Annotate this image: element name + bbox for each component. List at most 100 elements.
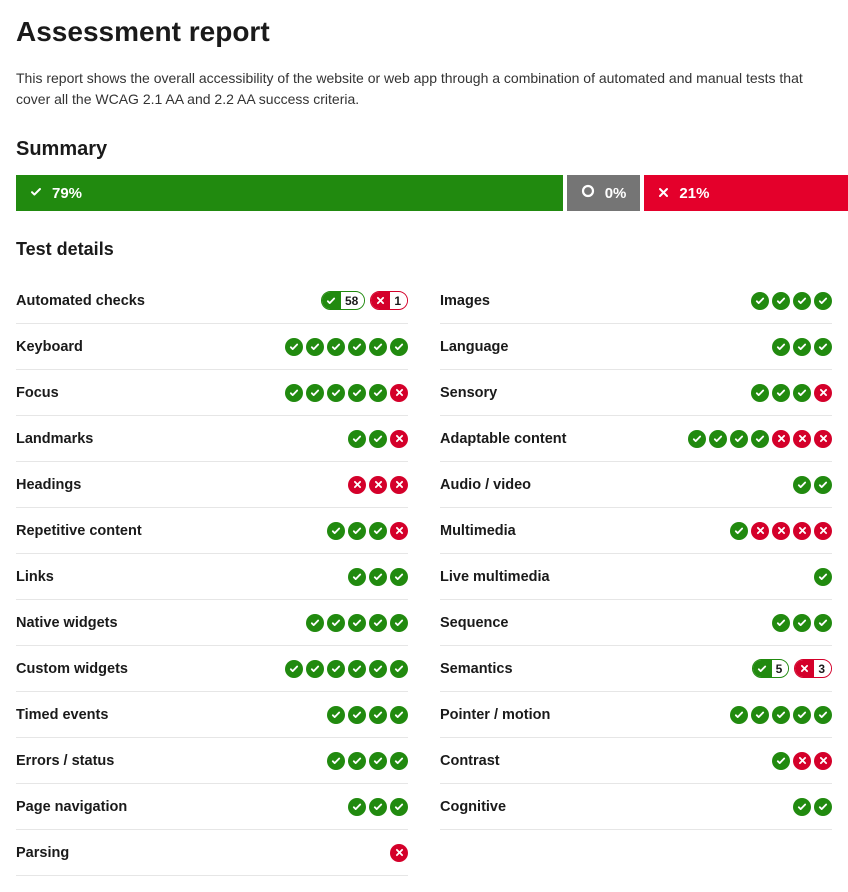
pass-icon	[390, 568, 408, 586]
test-row[interactable]: Landmarks	[16, 416, 408, 462]
pass-icon	[390, 706, 408, 724]
test-row[interactable]: Images	[440, 278, 832, 324]
pass-icon	[306, 338, 324, 356]
fail-icon	[390, 476, 408, 494]
test-row[interactable]: Errors / status	[16, 738, 408, 784]
pass-icon	[751, 706, 769, 724]
pass-icon	[753, 660, 772, 677]
pass-icon	[327, 384, 345, 402]
test-row-label: Language	[440, 339, 508, 355]
test-row[interactable]: Cognitive	[440, 784, 832, 830]
pass-icon	[348, 706, 366, 724]
pass-icon	[369, 384, 387, 402]
test-row-label: Repetitive content	[16, 523, 142, 539]
pass-icon	[814, 338, 832, 356]
check-icon	[30, 185, 42, 202]
pass-icon	[814, 614, 832, 632]
pass-icon	[369, 706, 387, 724]
pill-count: 1	[390, 294, 407, 308]
test-row[interactable]: Sensory	[440, 370, 832, 416]
test-row[interactable]: Focus	[16, 370, 408, 416]
test-row-results	[772, 614, 832, 632]
test-row-results	[390, 844, 408, 862]
test-row[interactable]: Adaptable content	[440, 416, 832, 462]
pass-count-pill: 58	[321, 291, 365, 310]
pass-icon	[369, 522, 387, 540]
fail-icon	[795, 660, 814, 677]
test-row[interactable]: Repetitive content	[16, 508, 408, 554]
test-row-label: Focus	[16, 385, 59, 401]
test-details-grid: Automated checks 58 1 Keyboard Focus Landmark…	[16, 278, 832, 876]
fail-icon	[371, 292, 390, 309]
fail-icon	[772, 430, 790, 448]
pass-icon	[390, 338, 408, 356]
pass-icon	[369, 798, 387, 816]
test-row-label: Links	[16, 569, 54, 585]
test-row[interactable]: Headings	[16, 462, 408, 508]
fail-count-pill: 1	[370, 291, 408, 310]
test-row[interactable]: Sequence	[440, 600, 832, 646]
test-row-results	[751, 384, 832, 402]
pass-icon	[369, 614, 387, 632]
test-row-results	[751, 292, 832, 310]
test-row[interactable]: Semantics53	[440, 646, 832, 692]
test-row-label: Headings	[16, 477, 81, 493]
pass-icon	[793, 798, 811, 816]
test-row[interactable]: Language	[440, 324, 832, 370]
test-row-label: Audio / video	[440, 477, 531, 493]
test-row[interactable]: Automated checks 58 1	[16, 278, 408, 324]
pass-icon	[390, 752, 408, 770]
test-row-label: Sequence	[440, 615, 509, 631]
test-row[interactable]: Native widgets	[16, 600, 408, 646]
test-row[interactable]: Contrast	[440, 738, 832, 784]
pass-icon	[793, 476, 811, 494]
test-row[interactable]: Page navigation	[16, 784, 408, 830]
test-row-label: Automated checks	[16, 293, 145, 309]
fail-icon	[814, 384, 832, 402]
pass-icon	[327, 660, 345, 678]
pass-icon	[369, 568, 387, 586]
test-row-results: 53	[750, 659, 832, 678]
test-row-results	[730, 706, 832, 724]
fail-icon	[814, 430, 832, 448]
test-row-label: Parsing	[16, 845, 69, 861]
test-row[interactable]: Custom widgets	[16, 646, 408, 692]
pass-icon	[285, 660, 303, 678]
intro-text: This report shows the overall accessibil…	[16, 68, 832, 110]
summary-segment-fail: 21%	[644, 175, 848, 211]
test-row[interactable]: Multimedia	[440, 508, 832, 554]
fail-icon	[751, 522, 769, 540]
pill-count: 3	[814, 662, 831, 676]
pass-icon	[285, 338, 303, 356]
pass-icon	[369, 338, 387, 356]
test-row[interactable]: Parsing	[16, 830, 408, 876]
summary-heading: Summary	[16, 138, 832, 161]
pass-icon	[709, 430, 727, 448]
test-row[interactable]: Audio / video	[440, 462, 832, 508]
pass-icon	[730, 706, 748, 724]
pass-icon	[348, 338, 366, 356]
test-row[interactable]: Links	[16, 554, 408, 600]
page-title: Assessment report	[16, 16, 832, 48]
test-row[interactable]: Pointer / motion	[440, 692, 832, 738]
pass-icon	[814, 476, 832, 494]
pass-icon	[348, 522, 366, 540]
test-row-results	[730, 522, 832, 540]
summary-bar: 79% 0% 21%	[16, 175, 832, 211]
pass-icon	[730, 522, 748, 540]
fail-icon	[814, 752, 832, 770]
test-row-results	[814, 568, 832, 586]
test-row[interactable]: Live multimedia	[440, 554, 832, 600]
fail-icon	[390, 844, 408, 862]
summary-fail-pct: 21%	[679, 185, 709, 202]
pass-icon	[348, 384, 366, 402]
test-row-results: 58 1	[319, 291, 408, 310]
pass-icon	[306, 384, 324, 402]
test-row[interactable]: Keyboard	[16, 324, 408, 370]
test-row-results	[348, 430, 408, 448]
test-row-label: Errors / status	[16, 753, 114, 769]
test-row[interactable]: Timed events	[16, 692, 408, 738]
pass-icon	[322, 292, 341, 309]
details-column: Images Language SensoryAdaptable content Au…	[440, 278, 832, 876]
test-row-results	[793, 476, 832, 494]
